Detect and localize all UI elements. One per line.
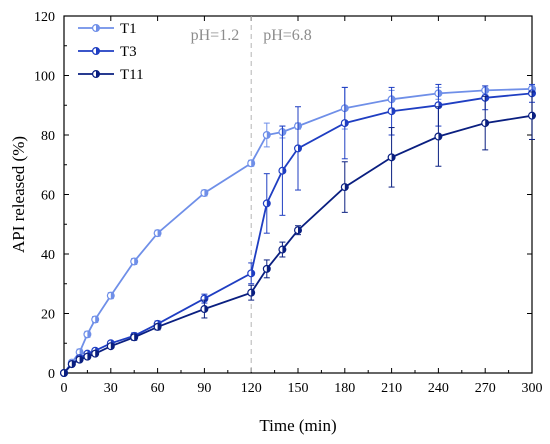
data-point-fill — [266, 200, 271, 207]
data-point-fill — [532, 112, 536, 120]
data-point-fill — [79, 356, 84, 364]
data-point-fill — [157, 229, 161, 237]
y-tick-label: 0 — [48, 367, 55, 382]
legend: T1 T3 T11 — [78, 21, 144, 83]
data-point-fill — [251, 159, 255, 167]
data-point-fill — [298, 122, 302, 130]
data-point-fill — [87, 330, 91, 338]
x-tick-label: 300 — [522, 381, 543, 396]
x-tick-label: 240 — [428, 381, 449, 396]
x-tick-label: 120 — [241, 381, 262, 396]
x-tick-label: 180 — [334, 381, 355, 396]
data-point-fill — [282, 167, 286, 175]
legend-label-t3: T3 — [120, 44, 137, 60]
data-point-fill — [204, 305, 208, 313]
x-tick-label: 30 — [104, 381, 118, 396]
y-tick-label: 60 — [41, 189, 55, 204]
legend-marker-fill — [96, 24, 100, 32]
data-point-fill — [266, 265, 271, 273]
data-point-fill — [134, 333, 138, 341]
data-point-fill — [251, 269, 255, 277]
ph-acid-label: pH=1.2 — [191, 27, 240, 44]
x-tick-label: 60 — [151, 381, 165, 396]
y-tick-label: 120 — [34, 10, 55, 25]
data-point-fill — [485, 119, 489, 127]
data-point-fill — [266, 131, 271, 139]
data-point-fill — [95, 350, 99, 358]
data-point-fill — [157, 323, 162, 331]
data-point-fill — [485, 86, 489, 94]
legend-marker-fill — [96, 47, 100, 55]
data-point-fill — [344, 183, 349, 191]
data-point-fill — [134, 258, 138, 265]
data-point-fill — [391, 95, 395, 103]
data-point-fill — [64, 369, 68, 377]
data-point-fill — [87, 353, 91, 361]
data-point-fill — [344, 119, 349, 127]
data-point-fill — [204, 189, 208, 197]
series-layer — [59, 83, 536, 378]
data-point-fill — [79, 348, 84, 356]
series-t1 — [59, 84, 536, 378]
series-t11 — [59, 91, 536, 378]
data-point-fill — [391, 153, 395, 161]
data-point-fill — [110, 342, 115, 350]
data-point-fill — [298, 144, 302, 152]
data-point-fill — [391, 107, 395, 115]
legend-label-t11: T11 — [120, 67, 144, 83]
y-tick-label: 100 — [34, 70, 55, 85]
data-point-fill — [438, 89, 442, 97]
x-tick-label: 210 — [381, 381, 402, 396]
data-point-fill — [110, 292, 115, 300]
y-tick-label: 40 — [41, 248, 55, 263]
y-tick-label: 20 — [41, 308, 55, 323]
data-point-fill — [282, 128, 286, 136]
legend-marker-fill — [96, 70, 100, 78]
data-point-fill — [438, 133, 442, 140]
data-point-fill — [298, 226, 302, 234]
x-tick-label: 0 — [61, 381, 68, 396]
x-tick-label: 270 — [475, 381, 496, 396]
x-tick-label: 150 — [288, 381, 309, 396]
ph-neutral-label: pH=6.8 — [263, 27, 312, 44]
data-point-fill — [95, 316, 99, 323]
data-point-fill — [344, 104, 349, 112]
data-point-fill — [251, 289, 255, 297]
x-axis-title: Time (min) — [259, 416, 336, 435]
y-tick-label: 80 — [41, 129, 55, 144]
data-point-fill — [71, 360, 76, 368]
y-axis-title: API released (%) — [9, 136, 28, 253]
data-point-fill — [282, 246, 286, 253]
x-tick-label: 90 — [197, 381, 211, 396]
axes-layer: 0 30 60 90 120 150 180 210 240 270 300 0 20 40 60 80 100… — [34, 10, 543, 396]
legend-label-t1: T1 — [120, 21, 137, 37]
